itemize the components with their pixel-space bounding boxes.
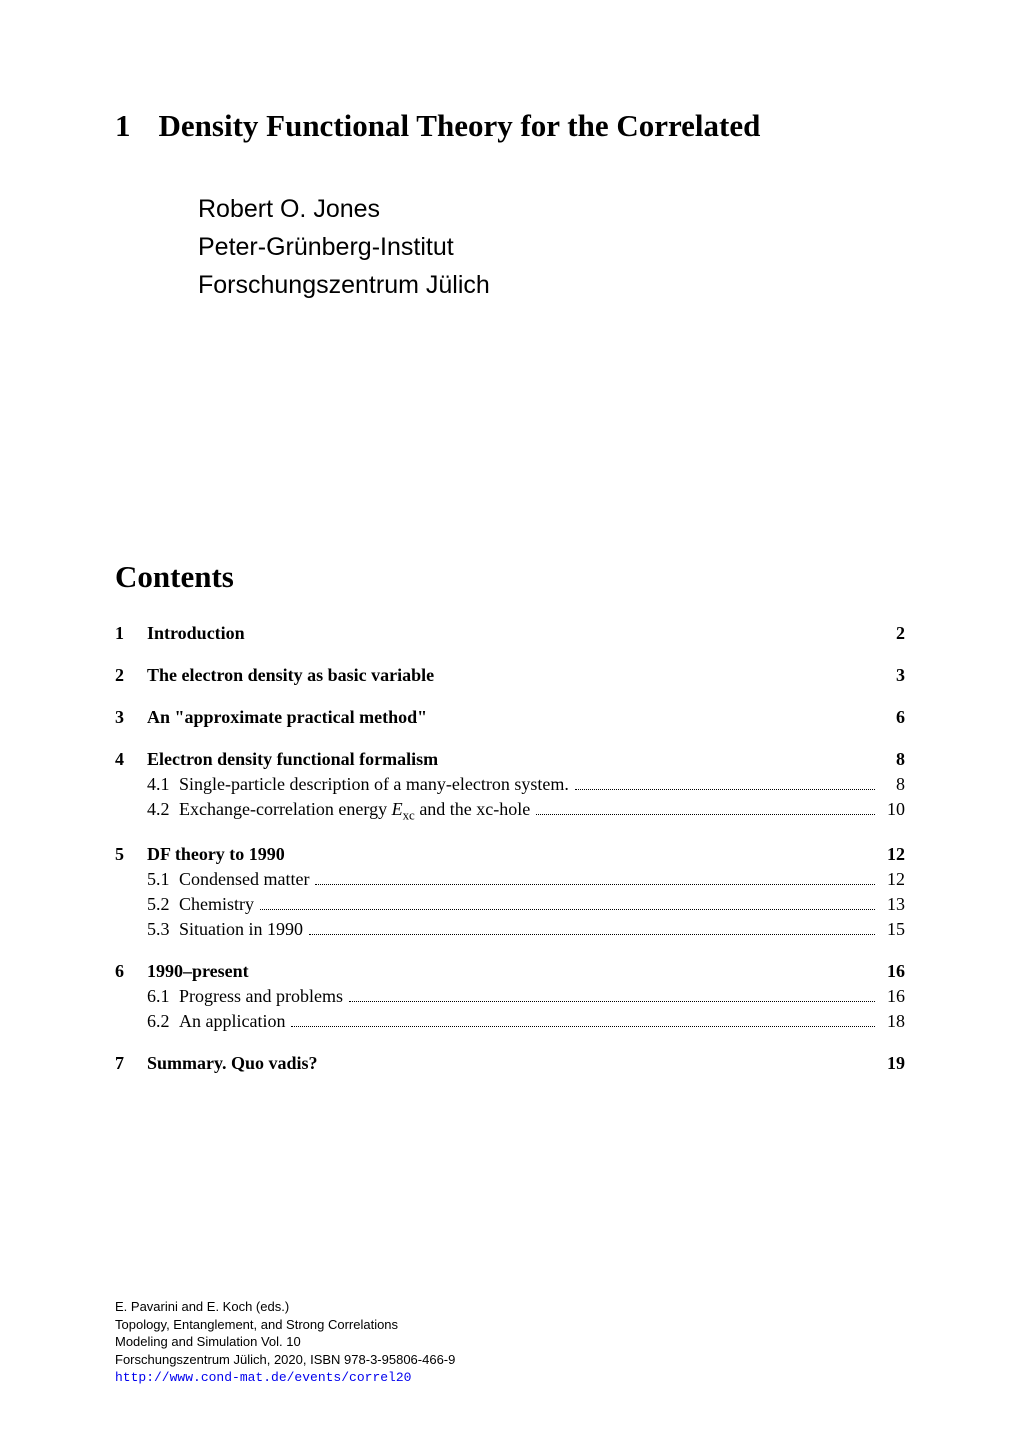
author-block: Robert O. Jones Peter-Grünberg-Institut … [198,191,905,304]
toc-entry-page: 19 [881,1053,905,1074]
footer-link[interactable]: http://www.cond-mat.de/events/correl20 [115,1370,411,1385]
toc-entry-page: 6 [881,707,905,728]
toc-dots [536,814,875,815]
chapter-title: 1 Density Functional Theory for the Corre… [115,105,905,147]
toc-entry-number: 7 [115,1053,147,1074]
toc-entry-number: 6.1 [147,986,179,1007]
toc-dots [349,1001,875,1002]
toc-entry-label: Progress and problems [179,986,343,1007]
toc-subsection: 5.1Condensed matter 12 [115,869,905,890]
toc-entry-page: 18 [881,1011,905,1032]
toc-entry-page: 8 [881,749,905,770]
toc-entry-page: 10 [881,799,905,820]
toc-entry-label: Situation in 1990 [179,919,303,940]
toc-entry-number: 5.2 [147,894,179,915]
chapter-number: 1 [115,105,131,147]
toc-entry-page: 12 [881,869,905,890]
contents-heading: Contents [115,559,905,595]
toc-subsection: 5.2Chemistry 13 [115,894,905,915]
toc-entry-number: 3 [115,707,147,728]
author-affiliation-1: Peter-Grünberg-Institut [198,229,905,265]
toc-section: 5DF theory to 1990 12 [115,844,905,865]
toc-entry-label: Summary. Quo vadis? [147,1053,318,1074]
toc-subsection: 4.2Exchange-correlation energy Exc and t… [115,799,905,824]
toc-dots [309,934,875,935]
toc-entry-label: Electron density functional formalism [147,749,438,770]
toc-entry-page: 16 [881,986,905,1007]
toc-entry-page: 3 [881,665,905,686]
footer-book-title: Topology, Entanglement, and Strong Corre… [115,1316,455,1334]
toc-entry-label: Chemistry [179,894,254,915]
table-of-contents: 1Introduction22The electron density as b… [115,623,905,1075]
toc-subsection: 6.1Progress and problems 16 [115,986,905,1007]
toc-entry-page: 8 [881,774,905,795]
author-affiliation-2: Forschungszentrum Jülich [198,267,905,303]
toc-entry-page: 16 [881,961,905,982]
toc-entry-number: 6 [115,961,147,982]
toc-entry-page: 2 [881,623,905,644]
toc-entry-number: 1 [115,623,147,644]
toc-entry-label: The electron density as basic variable [147,665,434,686]
toc-entry-number: 5.3 [147,919,179,940]
toc-section: 2The electron density as basic variable 3 [115,665,905,686]
toc-entry-label: DF theory to 1990 [147,844,285,865]
toc-entry-page: 15 [881,919,905,940]
toc-entry-label: Single-particle description of a many-el… [179,774,569,795]
toc-subsection: 5.3Situation in 1990 15 [115,919,905,940]
toc-dots [260,909,875,910]
footer: E. Pavarini and E. Koch (eds.) Topology,… [115,1298,455,1387]
toc-section: 1Introduction 2 [115,623,905,644]
toc-entry-label: Condensed matter [179,869,309,890]
toc-entry-label: An application [179,1011,285,1032]
author-name: Robert O. Jones [198,191,905,227]
toc-entry-number: 5.1 [147,869,179,890]
footer-series: Modeling and Simulation Vol. 10 [115,1333,455,1351]
toc-subsection: 6.2An application 18 [115,1011,905,1032]
toc-entry-label: 1990–present [147,961,249,982]
toc-entry-label: An "approximate practical method" [147,707,427,728]
toc-entry-label: Exchange-correlation energy Exc and the … [179,799,530,824]
toc-dots [315,884,875,885]
footer-isbn: Forschungszentrum Jülich, 2020, ISBN 978… [115,1351,455,1369]
toc-entry-number: 4 [115,749,147,770]
toc-entry-page: 12 [881,844,905,865]
toc-dots [575,789,875,790]
toc-subsection: 4.1Single-particle description of a many… [115,774,905,795]
toc-entry-label: Introduction [147,623,245,644]
toc-section: 61990–present 16 [115,961,905,982]
toc-dots [291,1026,875,1027]
toc-entry-number: 4.1 [147,774,179,795]
toc-entry-number: 2 [115,665,147,686]
toc-section: 3An "approximate practical method" 6 [115,707,905,728]
chapter-title-text: Density Functional Theory for the Correl… [159,108,761,143]
toc-entry-number: 5 [115,844,147,865]
toc-section: 4Electron density functional formalism 8 [115,749,905,770]
toc-entry-number: 4.2 [147,799,179,820]
toc-entry-page: 13 [881,894,905,915]
toc-section: 7Summary. Quo vadis? 19 [115,1053,905,1074]
toc-entry-number: 6.2 [147,1011,179,1032]
footer-editors: E. Pavarini and E. Koch (eds.) [115,1298,455,1316]
